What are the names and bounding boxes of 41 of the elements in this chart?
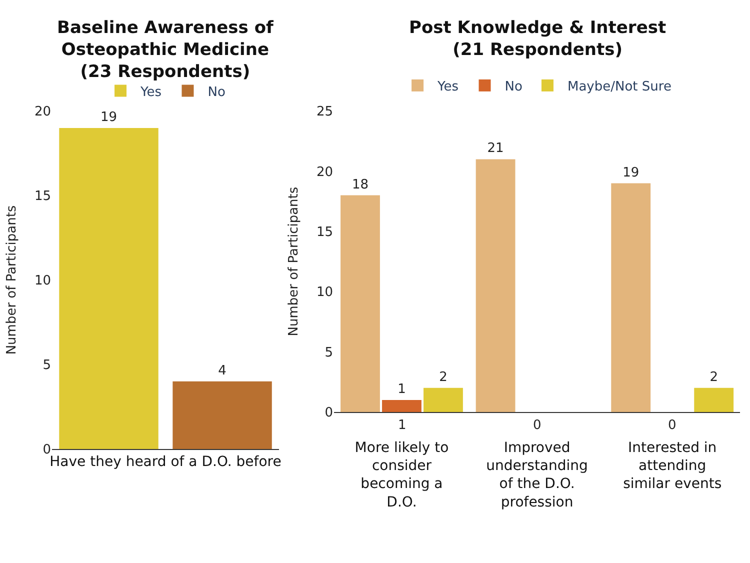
x-tick-label: More likely to consider becoming a D.O. (354, 440, 449, 510)
data-label: 18 (352, 177, 369, 192)
y-tick-label: 10 (316, 285, 334, 300)
annotation: 1 (398, 418, 406, 433)
y-tick-label: 25 (316, 104, 334, 120)
bar (340, 195, 380, 412)
legend-label: Yes (140, 84, 162, 100)
y-tick-label: 0 (42, 442, 51, 458)
chart-title: Post Knowledge & Interest (21 Respondents) (409, 18, 666, 60)
x-axis-title: Have they heard of a D.O. before (50, 454, 282, 470)
data-label: 19 (100, 110, 118, 125)
legend-label: No (504, 80, 522, 94)
bar (694, 388, 734, 412)
data-label: 21 (487, 141, 504, 156)
y-tick-label: 5 (42, 358, 51, 374)
data-label: 4 (218, 363, 226, 378)
data-label: 2 (439, 370, 448, 385)
x-tick-label: Improved understanding of the D.O. profession (486, 440, 588, 510)
legend-label: Yes (436, 80, 459, 94)
legend-label: No (208, 84, 226, 100)
annotation: 0 (668, 418, 676, 433)
data-label: 2 (710, 370, 718, 385)
y-tick-label: 15 (34, 189, 51, 204)
bar (382, 400, 422, 412)
y-tick-label: 0 (324, 406, 334, 421)
y-tick-label: 20 (34, 104, 51, 120)
y-tick-label: 5 (324, 345, 334, 360)
bar (424, 388, 463, 412)
y-tick-label: 15 (316, 224, 334, 240)
legend-label: Maybe/Not Sure (567, 80, 672, 94)
y-tick-label: 20 (316, 164, 334, 180)
y-axis-title: Number of Participants (286, 186, 302, 336)
annotation: 0 (533, 418, 542, 433)
bar (611, 183, 651, 412)
x-tick-label: Interested in attending similar events (623, 440, 722, 492)
y-tick-label: 10 (34, 274, 51, 289)
data-label: 1 (398, 382, 406, 397)
y-axis-title: Number of Participants (4, 205, 20, 355)
bar (476, 159, 516, 412)
chart-title: Baseline Awareness of Osteopathic Medicine (23 Respondents) (57, 18, 274, 82)
data-label: 19 (622, 165, 640, 180)
